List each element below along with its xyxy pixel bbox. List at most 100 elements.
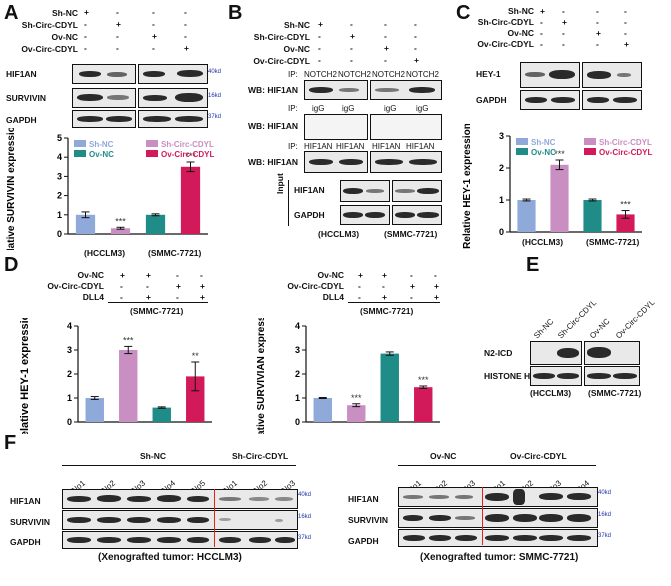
kd-label: 40kd: [598, 490, 612, 496]
y-tick-label: 0: [499, 227, 504, 237]
mark: -: [562, 28, 565, 38]
lane-label: igG: [312, 104, 325, 113]
mark: +: [176, 281, 181, 291]
western-blot: [370, 114, 442, 140]
group-label: (SMMC-7721): [148, 248, 202, 258]
legend-swatch: [146, 150, 158, 157]
lane-label: HIF1AN: [336, 142, 365, 151]
mark: +: [434, 281, 439, 291]
mark: -: [350, 55, 353, 65]
mark: +: [146, 270, 151, 280]
divider-line: [482, 487, 483, 545]
mark: +: [84, 7, 89, 17]
mark: -: [84, 31, 87, 41]
kd-label: 16kd: [298, 514, 312, 520]
group-label: (SMMC-7721): [586, 237, 640, 247]
condition-label: Ov-Circ-CDYL: [253, 56, 310, 66]
legend-swatch: [584, 138, 596, 145]
mark: +: [624, 39, 629, 49]
panel-letter-f: F: [4, 432, 17, 454]
bar-chart-d-survivian: Relative SURVIVIAN expression 0 1 2 3 4 *** **…: [256, 318, 440, 434]
mark: -: [384, 19, 387, 29]
bar: [85, 398, 104, 422]
condition-label: Sh-NC: [284, 20, 310, 30]
cell-line-label: (SMMC-7721): [130, 306, 184, 316]
y-tick-label: 4: [295, 321, 300, 331]
group-label: Sh-NC: [140, 451, 166, 461]
legend-label: Sh-NC: [531, 138, 556, 147]
kd-label: 37kd: [208, 114, 222, 120]
group-label: Ov-Circ-CDYL: [510, 451, 567, 461]
panel-letter-c: C: [456, 2, 471, 24]
significance-label: ***: [554, 149, 565, 159]
mark: -: [414, 43, 417, 53]
condition-label: Ov-NC: [51, 32, 78, 42]
legend-swatch: [516, 138, 528, 145]
cell-line-label: (SMMC-7721): [360, 306, 414, 316]
legend-label: Ov-Circ-CDYL: [161, 150, 214, 159]
blot-label: HEY-1: [476, 69, 501, 79]
mark: -: [562, 39, 565, 49]
western-blot: [304, 114, 368, 140]
mark: +: [382, 270, 387, 280]
legend-swatch: [74, 150, 86, 157]
y-tick-label: 0: [57, 229, 62, 239]
condition-label: Sh-Circ-CDYL: [253, 32, 310, 42]
western-blot: [370, 151, 442, 173]
mark: -: [624, 6, 627, 16]
western-blot: [370, 80, 442, 100]
mark: -: [382, 281, 385, 291]
bar: [75, 214, 96, 234]
mark: -: [116, 43, 119, 53]
panel-letter-a: A: [4, 2, 19, 24]
y-tick-label: 4: [67, 321, 72, 331]
group-label: (SMMC-7721): [384, 229, 438, 239]
mark: -: [434, 270, 437, 280]
mark: -: [384, 55, 387, 65]
mark: +: [116, 19, 121, 29]
mark: +: [414, 55, 419, 65]
y-axis-label: Relative SURVIVIAN expression: [256, 318, 267, 434]
group-label: Ov-NC: [430, 451, 457, 461]
mark: +: [184, 43, 189, 53]
bar: [583, 200, 602, 232]
mark: +: [350, 31, 355, 41]
lane-label: Sh-NC: [532, 317, 556, 341]
western-blot: [582, 90, 642, 110]
mark: -: [152, 19, 155, 29]
significance-label: ***: [115, 216, 126, 226]
y-tick-label: 2: [295, 369, 300, 379]
wb-label: WB: HIF1AN: [248, 121, 299, 131]
kd-label: 37kd: [298, 535, 312, 541]
bar: [119, 350, 138, 422]
condition-label: Sh-Circ-CDYL: [477, 17, 534, 27]
bar: [145, 214, 166, 234]
western-blot: [138, 110, 208, 128]
legend-label: Sh-Circ-CDYL: [161, 140, 214, 149]
mark: -: [350, 43, 353, 53]
bar-chart-a: Relative SURVIVIN expression 0 1 2 3 4 5 *** **…: [6, 128, 214, 250]
kd-label: 40kd: [298, 492, 312, 498]
condition-label: Sh-NC: [508, 6, 534, 16]
legend-swatch: [516, 148, 528, 155]
y-tick-label: 2: [57, 191, 62, 201]
western-blot: [304, 151, 368, 173]
western-blot: [340, 180, 390, 202]
mark: -: [152, 43, 155, 53]
wb-label: WB: HIF1AN: [248, 157, 299, 167]
mark: -: [562, 6, 565, 16]
significance-label: ***: [620, 200, 631, 210]
mark: -: [410, 270, 413, 280]
mark: -: [84, 19, 87, 29]
group-label: (HCCLM3): [522, 237, 564, 247]
panel-letter-e: E: [526, 254, 540, 276]
ip-label: IP:: [288, 70, 298, 79]
y-tick-label: 1: [499, 195, 504, 205]
lane-label: Ov-NC: [588, 316, 612, 341]
mark: -: [146, 281, 149, 291]
kd-label: 16kd: [598, 512, 612, 518]
bar: [313, 398, 332, 422]
mark: +: [382, 292, 387, 302]
mark: +: [146, 292, 151, 302]
blot-label: HIF1AN: [6, 69, 37, 79]
